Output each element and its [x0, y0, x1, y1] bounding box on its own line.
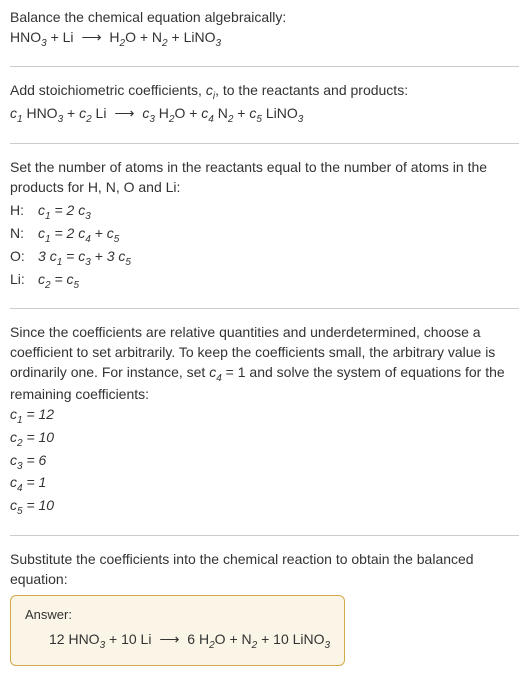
element-label: Li:: [10, 270, 38, 290]
equation-table: H:c1 = 2 c3N:c1 = 2 c4 + c5O:3 c1 = c3 +…: [10, 201, 519, 292]
coefficient-list: c1 = 12c2 = 10c3 = 6c4 = 1c5 = 10: [10, 405, 519, 519]
balance-expression: 3 c1 = c3 + 3 c5: [38, 247, 131, 270]
coefficient-value: c4 = 1: [10, 473, 519, 496]
equation-row: O:3 c1 = c3 + 3 c5: [10, 247, 519, 270]
intro-text: Balance the chemical equation algebraica…: [10, 8, 519, 28]
eq-text: HNO3 + Li ⟶ H2O + N2 + LiNO3: [10, 29, 221, 45]
stoich-text-b: , to the reactants and products:: [215, 82, 408, 98]
coefficient-value: c5 = 10: [10, 496, 519, 519]
substitute-text: Substitute the coefficients into the che…: [10, 550, 519, 589]
solve-text: Since the coefficients are relative quan…: [10, 323, 519, 405]
section-solve: Since the coefficients are relative quan…: [10, 323, 519, 536]
answer-box: Answer: 12 HNO3 + 10 Li ⟶ 6 H2O + N2 + 1…: [10, 595, 345, 666]
ci-symbol: ci: [206, 82, 215, 98]
balance-expression: c1 = 2 c3: [38, 201, 91, 224]
section-answer: Substitute the coefficients into the che…: [10, 550, 519, 666]
equation-unbalanced: HNO3 + Li ⟶ H2O + N2 + LiNO3: [10, 28, 519, 51]
section-stoichiometric: Add stoichiometric coefficients, ci, to …: [10, 81, 519, 144]
equation-with-coefs: c1 HNO3 + c2 Li ⟶ c3 H2O + c4 N2 + c5 Li…: [10, 104, 519, 127]
equation-row: H:c1 = 2 c3: [10, 201, 519, 224]
balance-expression: c2 = c5: [38, 270, 79, 293]
atoms-text: Set the number of atoms in the reactants…: [10, 158, 519, 197]
coefficient-value: c1 = 12: [10, 405, 519, 428]
stoich-text-a: Add stoichiometric coefficients,: [10, 82, 206, 98]
balance-expression: c1 = 2 c4 + c5: [38, 224, 119, 247]
answer-equation: 12 HNO3 + 10 Li ⟶ 6 H2O + N2 + 10 LiNO3: [25, 630, 330, 653]
element-label: O:: [10, 247, 38, 267]
section-atom-balance: Set the number of atoms in the reactants…: [10, 158, 519, 309]
element-label: H:: [10, 201, 38, 221]
equation-row: N:c1 = 2 c4 + c5: [10, 224, 519, 247]
coefficient-value: c2 = 10: [10, 428, 519, 451]
element-label: N:: [10, 224, 38, 244]
section-balance-intro: Balance the chemical equation algebraica…: [10, 8, 519, 67]
answer-label: Answer:: [25, 606, 330, 624]
equation-row: Li:c2 = c5: [10, 270, 519, 293]
coefficient-value: c3 = 6: [10, 451, 519, 474]
stoich-text: Add stoichiometric coefficients, ci, to …: [10, 81, 519, 104]
